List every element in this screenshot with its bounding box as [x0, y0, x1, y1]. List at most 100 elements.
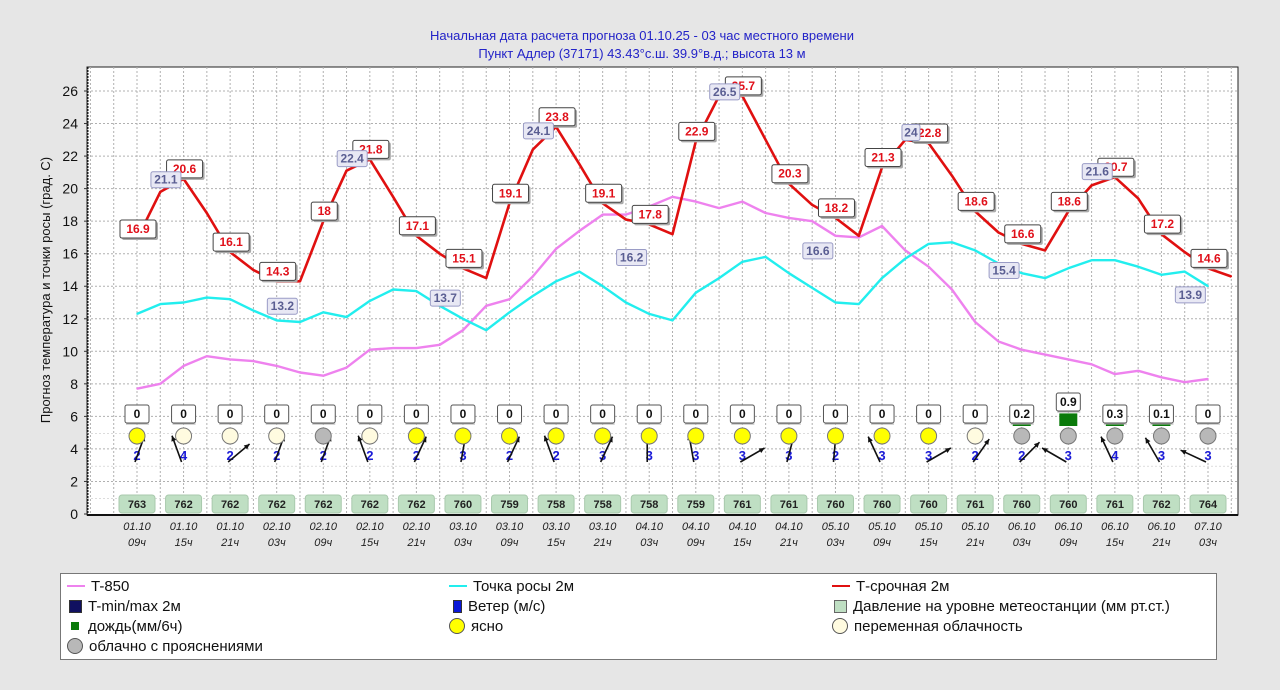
rain-value-box [1148, 404, 1174, 424]
minmax-label: 24.1 [527, 124, 551, 138]
data-point [1090, 259, 1093, 262]
wind-speed: 2 [552, 448, 559, 463]
pressure-box [165, 494, 203, 514]
data-point [834, 234, 837, 237]
data-point [788, 272, 790, 275]
pressure-box [491, 494, 529, 514]
temp-label: 22.8 [918, 126, 942, 140]
x-tick-hour: 15ч [1106, 537, 1124, 549]
x-tick-date: 04.10 [682, 521, 710, 533]
minmax-label-box [336, 150, 368, 168]
pressure-box [770, 494, 808, 514]
x-tick-date: 02.10 [263, 521, 291, 533]
temp-label: 20.3 [778, 167, 802, 181]
rain-square-icon [71, 622, 79, 630]
pressure-value: 760 [873, 499, 891, 511]
data-point [392, 195, 394, 198]
rain-value: 0 [180, 407, 187, 421]
legend-clear: ясно [449, 616, 503, 636]
clear-sky-icon [873, 427, 891, 445]
wind-arrow-head-icon [1145, 437, 1151, 444]
data-point [904, 249, 907, 252]
minmax-label: 21.1 [154, 173, 178, 187]
wind-speed: 2 [227, 448, 234, 463]
rain-value: 0 [553, 407, 560, 421]
data-point [462, 329, 464, 331]
data-point [1090, 184, 1093, 187]
data-point [1137, 265, 1139, 268]
rain-value-box [217, 404, 243, 424]
temp-label-box [445, 248, 483, 268]
wind-row: 242222232233333233223433 [133, 434, 1212, 463]
x-tick-date: 01.10 [170, 521, 198, 533]
x-tick-hour: 09ч [128, 537, 146, 549]
x-tick-hour: 15ч [175, 537, 193, 549]
legend-dewpoint: Точка росы 2м [449, 576, 574, 596]
data-point [159, 383, 162, 385]
x-tick-hour: 21ч [406, 537, 425, 549]
temp-label: 18 [318, 204, 332, 218]
data-point [1183, 270, 1186, 273]
legend-pressure: Давление на уровне метеостанции (мм рт.с… [834, 596, 1170, 616]
data-point [811, 287, 813, 289]
cloudy-sky-icon [1059, 427, 1077, 445]
wind-arrow-head-icon [1033, 442, 1040, 448]
pressure-box [118, 494, 156, 514]
temp-label-box [1190, 248, 1228, 268]
x-tick-hour: 21ч [220, 537, 239, 549]
data-point [299, 371, 301, 374]
pressure-value: 763 [128, 499, 146, 511]
y-tick-label: 0 [70, 506, 78, 522]
wind-speed: 2 [366, 448, 373, 463]
data-point [601, 213, 604, 216]
x-tick-hour: 03ч [1199, 537, 1217, 549]
temp-label: 16.1 [219, 235, 243, 249]
temp-label-box [1004, 224, 1042, 244]
temp-label: 22.9 [685, 124, 709, 138]
cloudy-sky-icon [1199, 427, 1217, 445]
variable-cloud-icon [832, 618, 848, 634]
wind-arrow-head-icon [1042, 448, 1049, 453]
x-tick-date: 02.10 [309, 521, 337, 533]
data-point [206, 355, 208, 357]
data-point [1067, 267, 1070, 270]
wind-speed: 2 [506, 448, 513, 463]
x-tick-date: 04.10 [775, 521, 803, 533]
clear-sky-icon [454, 427, 472, 445]
temp-label: 16.9 [126, 222, 150, 236]
pressure-value: 760 [454, 499, 472, 511]
data-point [299, 280, 301, 283]
temp-label: 14.3 [266, 264, 290, 278]
minmax-label-box [901, 124, 921, 142]
wind-square-icon [453, 599, 462, 613]
temp-label-box [259, 261, 297, 281]
clear-sky-icon [547, 427, 565, 445]
pressure-value: 758 [640, 499, 658, 511]
temp-label-box [538, 107, 576, 127]
data-point [229, 298, 231, 301]
rain-value-box [403, 404, 429, 424]
data-point [834, 301, 837, 304]
pressure-value: 761 [1106, 499, 1124, 511]
rain-value-box [543, 404, 569, 424]
clear-sky-icon [501, 427, 519, 445]
x-tick-hour: 15ч [361, 537, 379, 549]
minmax-label-box [802, 242, 834, 260]
data-point [415, 347, 418, 349]
data-point [369, 300, 371, 302]
x-tick-date: 06.10 [1055, 521, 1083, 533]
rain-value: 0 [1205, 407, 1212, 421]
chart-title: Начальная дата расчета прогноза 01.10.25… [430, 28, 854, 43]
x-tick-hour: 21ч [779, 537, 798, 549]
temp-label: 15.1 [452, 251, 476, 265]
pressure-value: 761 [966, 499, 984, 511]
legend-t850: T-850 [67, 576, 129, 596]
legend-tminmax: T-min/max 2м [69, 596, 181, 616]
minmax-label-box [150, 171, 182, 189]
pressure-value: 760 [1059, 499, 1077, 511]
wind-speed: 2 [832, 448, 839, 463]
y-tick-label: 24 [62, 116, 78, 132]
data-point [159, 303, 162, 305]
x-tick-date: 02.10 [356, 521, 384, 533]
rain-value: 0 [832, 407, 839, 421]
